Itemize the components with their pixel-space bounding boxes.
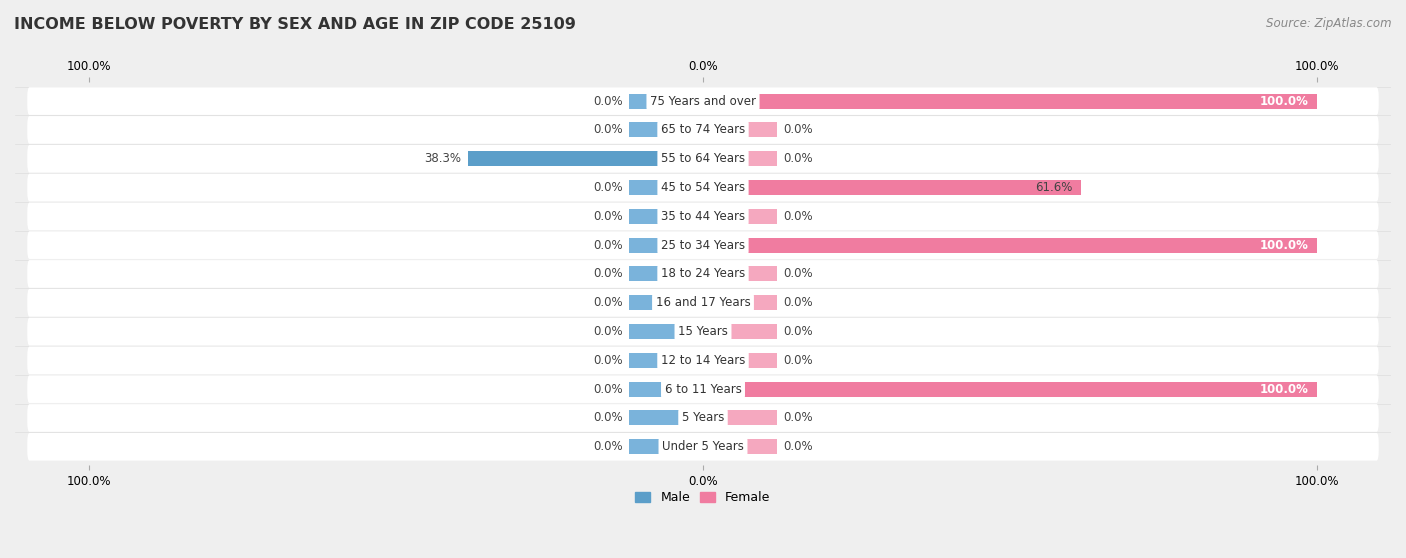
Bar: [703, 180, 1081, 195]
Text: 0.0%: 0.0%: [593, 354, 623, 367]
FancyBboxPatch shape: [27, 289, 1379, 316]
Bar: [703, 295, 776, 310]
FancyBboxPatch shape: [27, 404, 1379, 432]
FancyBboxPatch shape: [27, 318, 1379, 345]
Text: 0.0%: 0.0%: [593, 267, 623, 281]
FancyBboxPatch shape: [27, 260, 1379, 288]
Bar: [703, 353, 776, 368]
FancyBboxPatch shape: [27, 203, 1379, 230]
Text: 61.6%: 61.6%: [1035, 181, 1073, 194]
Text: 0.0%: 0.0%: [783, 296, 813, 309]
Bar: [630, 382, 703, 397]
Text: 0.0%: 0.0%: [783, 123, 813, 136]
Text: 45 to 54 Years: 45 to 54 Years: [661, 181, 745, 194]
Text: 16 and 17 Years: 16 and 17 Years: [655, 296, 751, 309]
Text: 0.0%: 0.0%: [593, 95, 623, 108]
FancyBboxPatch shape: [27, 116, 1379, 144]
Bar: [630, 122, 703, 137]
Bar: [703, 151, 776, 166]
Bar: [630, 94, 703, 109]
Text: 5 Years: 5 Years: [682, 411, 724, 425]
FancyBboxPatch shape: [27, 145, 1379, 172]
Bar: [630, 411, 703, 425]
Text: 0.0%: 0.0%: [783, 152, 813, 165]
Bar: [630, 439, 703, 454]
Text: 0.0%: 0.0%: [593, 210, 623, 223]
Bar: [703, 439, 776, 454]
Text: 38.3%: 38.3%: [425, 152, 461, 165]
Text: 55 to 64 Years: 55 to 64 Years: [661, 152, 745, 165]
Bar: [703, 238, 1317, 253]
Text: 0.0%: 0.0%: [783, 210, 813, 223]
Text: 0.0%: 0.0%: [783, 325, 813, 338]
Text: Source: ZipAtlas.com: Source: ZipAtlas.com: [1267, 17, 1392, 30]
Text: 25 to 34 Years: 25 to 34 Years: [661, 239, 745, 252]
Text: 35 to 44 Years: 35 to 44 Years: [661, 210, 745, 223]
Bar: [703, 411, 776, 425]
FancyBboxPatch shape: [27, 376, 1379, 403]
Bar: [703, 382, 1317, 397]
Text: 0.0%: 0.0%: [593, 383, 623, 396]
Text: Under 5 Years: Under 5 Years: [662, 440, 744, 453]
Text: 12 to 14 Years: 12 to 14 Years: [661, 354, 745, 367]
Bar: [703, 94, 1317, 109]
Text: 0.0%: 0.0%: [593, 325, 623, 338]
Bar: [630, 238, 703, 253]
Bar: [468, 151, 703, 166]
Text: 0.0%: 0.0%: [593, 411, 623, 425]
Text: INCOME BELOW POVERTY BY SEX AND AGE IN ZIP CODE 25109: INCOME BELOW POVERTY BY SEX AND AGE IN Z…: [14, 17, 576, 32]
Text: 0.0%: 0.0%: [783, 354, 813, 367]
Text: 75 Years and over: 75 Years and over: [650, 95, 756, 108]
Text: 18 to 24 Years: 18 to 24 Years: [661, 267, 745, 281]
Bar: [703, 324, 776, 339]
Text: 100.0%: 100.0%: [1260, 239, 1308, 252]
Bar: [703, 122, 776, 137]
Legend: Male, Female: Male, Female: [630, 486, 776, 509]
Text: 100.0%: 100.0%: [1260, 383, 1308, 396]
Text: 0.0%: 0.0%: [783, 267, 813, 281]
Bar: [630, 180, 703, 195]
FancyBboxPatch shape: [27, 347, 1379, 374]
Text: 0.0%: 0.0%: [593, 123, 623, 136]
Text: 0.0%: 0.0%: [593, 296, 623, 309]
Bar: [703, 266, 776, 281]
Bar: [630, 295, 703, 310]
Bar: [630, 266, 703, 281]
Bar: [630, 353, 703, 368]
FancyBboxPatch shape: [27, 174, 1379, 201]
Bar: [630, 209, 703, 224]
Bar: [630, 324, 703, 339]
Text: 0.0%: 0.0%: [783, 411, 813, 425]
Text: 6 to 11 Years: 6 to 11 Years: [665, 383, 741, 396]
Text: 0.0%: 0.0%: [783, 440, 813, 453]
FancyBboxPatch shape: [27, 232, 1379, 259]
Text: 0.0%: 0.0%: [593, 239, 623, 252]
FancyBboxPatch shape: [27, 87, 1379, 115]
Text: 100.0%: 100.0%: [1260, 95, 1308, 108]
FancyBboxPatch shape: [27, 433, 1379, 460]
Text: 0.0%: 0.0%: [593, 181, 623, 194]
Text: 65 to 74 Years: 65 to 74 Years: [661, 123, 745, 136]
Text: 0.0%: 0.0%: [593, 440, 623, 453]
Bar: [703, 209, 776, 224]
Text: 15 Years: 15 Years: [678, 325, 728, 338]
